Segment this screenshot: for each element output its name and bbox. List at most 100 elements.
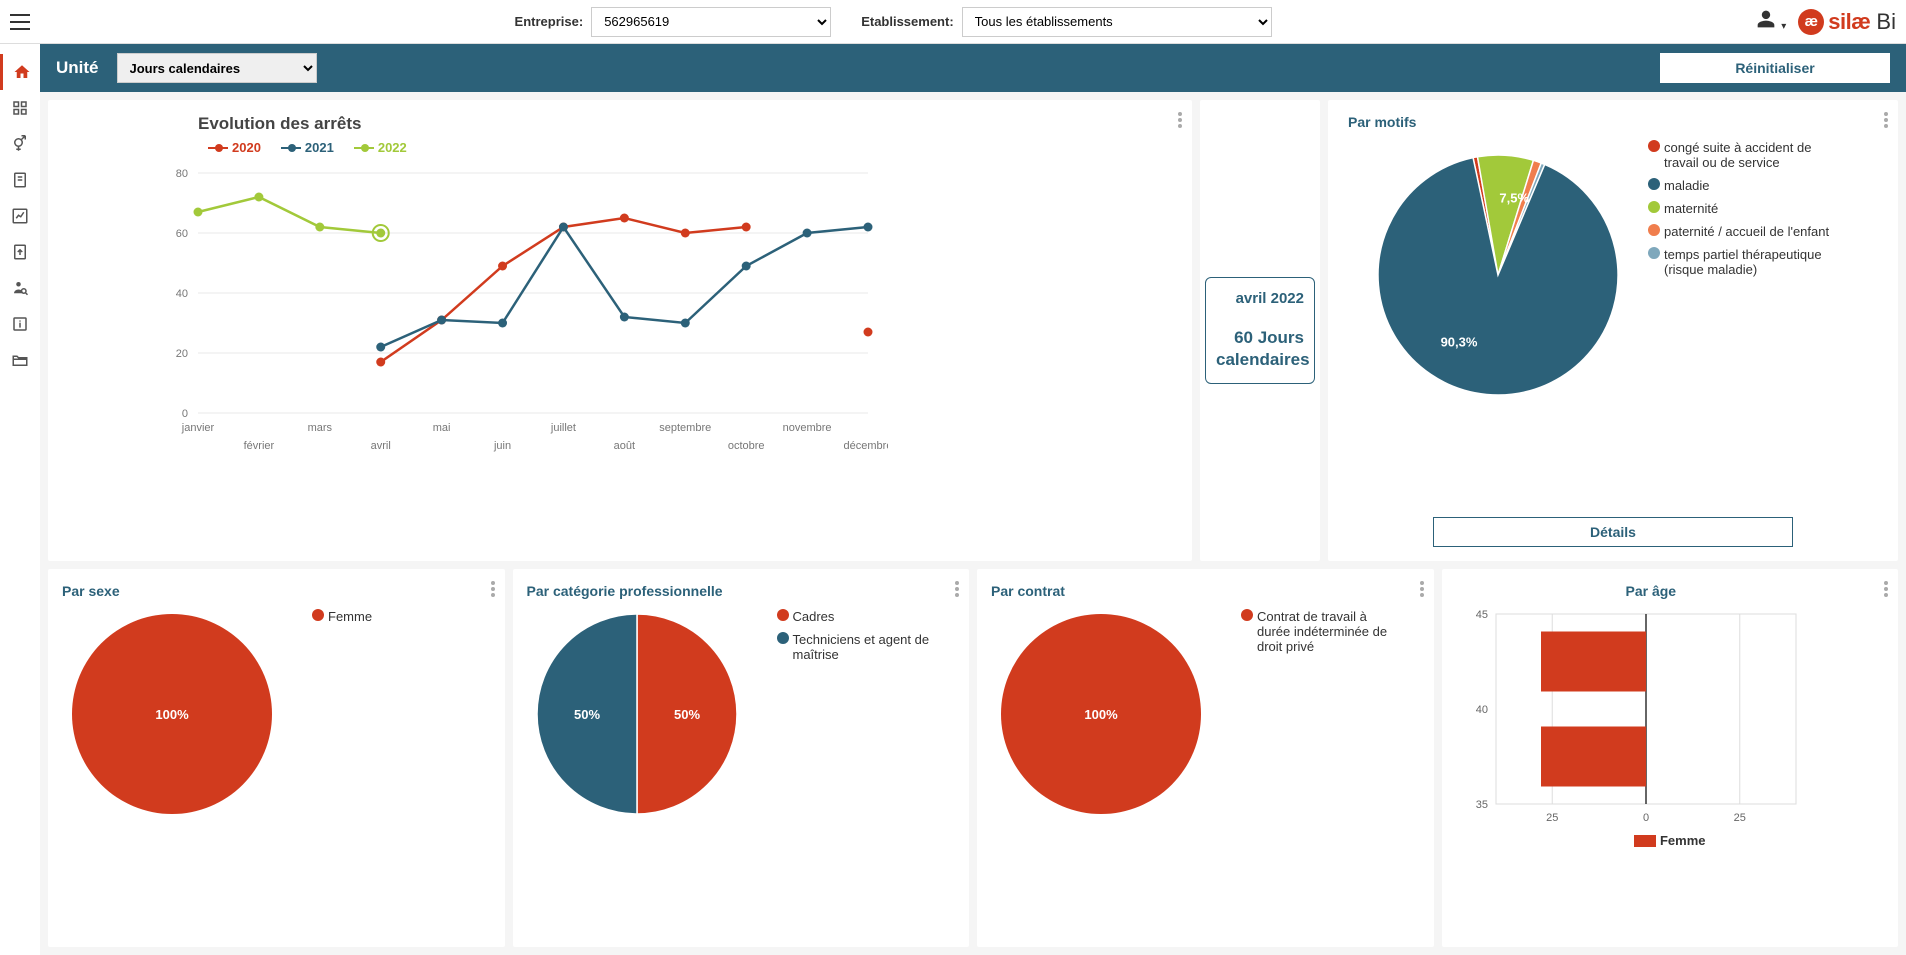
dashboard: Evolution des arrêts 2020 2021 2022 0 20 40 6… [40,92,1906,955]
kpi-month: avril 2022 [1216,290,1304,307]
sidebar-chart[interactable] [0,198,40,234]
hamburger-icon[interactable] [10,14,30,30]
card-menu-icon[interactable] [1178,110,1182,130]
entreprise-label: Entreprise: [515,14,584,29]
entreprise-group: Entreprise: 562965619 [515,7,832,37]
evolution-legend: 2020 2021 2022 [208,140,1172,155]
unit-select[interactable]: Jours calendaires [117,53,317,83]
svg-text:mars: mars [308,422,333,434]
card-evolution: Evolution des arrêts 2020 2021 2022 0 20 40 6… [48,100,1192,561]
kpi-value2: calendaires [1216,349,1304,371]
svg-text:25: 25 [1733,812,1745,824]
etablissement-label: Etablissement: [861,14,953,29]
details-button[interactable]: Détails [1433,517,1793,547]
entreprise-select[interactable]: 562965619 [591,7,831,37]
sidebar-gender[interactable] [0,126,40,162]
sidebar-upload[interactable] [0,234,40,270]
svg-text:avril: avril [371,440,391,452]
card-menu-icon[interactable] [1884,579,1888,599]
evolution-chart: 0 20 40 60 80 janvier février mars avril mai juin j… [68,163,888,463]
brand-bubble-icon: æ [1798,9,1824,35]
brand-name1: silæ [1828,9,1870,34]
kpi-box: avril 2022 60 Jours calendaires [1205,277,1315,384]
legend-item[interactable]: 2021 [281,140,334,155]
svg-text:25: 25 [1546,812,1558,824]
svg-text:35: 35 [1475,799,1487,811]
svg-text:7,5%: 7,5% [1499,191,1529,206]
legend-item[interactable]: paternité / accueil de l'enfant [1648,224,1844,239]
etablissement-group: Etablissement: Tous les établissements [861,7,1271,37]
svg-text:20: 20 [176,348,188,360]
card-motifs: Par motifs 7,5%90,3% congé suite à accid… [1328,100,1898,561]
legend-item[interactable]: temps partiel thérapeutique (risque mala… [1648,247,1844,277]
cat-legend: Cadres Techniciens et agent de maîtrise [777,609,933,819]
svg-text:40: 40 [176,288,188,300]
brand-logo: æ silæ Bi [1798,9,1896,35]
svg-text:juin: juin [493,440,511,452]
card-menu-icon[interactable] [491,579,495,599]
card-menu-icon[interactable] [955,579,959,599]
user-icon[interactable]: ▾ [1756,9,1786,34]
svg-text:mai: mai [433,422,451,434]
card-contrat: Par contrat 100% Contrat de travail à du… [977,569,1434,947]
topbar: Entreprise: 562965619 Etablissement: Tou… [0,0,1906,44]
sidebar-folder[interactable] [0,342,40,378]
legend-item[interactable]: Cadres [777,609,933,624]
card-menu-icon[interactable] [1420,579,1424,599]
legend-item[interactable]: Techniciens et agent de maîtrise [777,632,933,662]
card-menu-icon[interactable] [1884,110,1888,130]
sidebar-person-search[interactable] [0,270,40,306]
sexe-title: Par sexe [62,583,491,599]
legend-item[interactable]: Femme [1634,833,1706,848]
sidebar-grid[interactable] [0,90,40,126]
sidebar-home[interactable] [0,54,40,90]
svg-text:90,3%: 90,3% [1441,335,1478,350]
legend-item[interactable]: maladie [1648,178,1844,193]
motifs-legend: congé suite à accident de travail ou de … [1648,140,1844,400]
svg-text:50%: 50% [673,707,699,722]
legend-item[interactable]: maternité [1648,201,1844,216]
legend-item[interactable]: 2022 [354,140,407,155]
topbar-filters: Entreprise: 562965619 Etablissement: Tou… [40,7,1746,37]
svg-text:60: 60 [176,228,188,240]
unit-label: Unité [56,58,99,78]
svg-text:octobre: octobre [728,440,765,452]
svg-text:juillet: juillet [550,422,576,434]
age-chart: 35404525025 [1456,609,1816,829]
kpi-value1: 60 Jours [1216,327,1304,349]
sidebar [0,44,40,955]
legend-item[interactable]: congé suite à accident de travail ou de … [1648,140,1844,170]
legend-item[interactable]: 2020 [208,140,261,155]
brand-name2: Bi [1870,9,1896,34]
contrat-legend: Contrat de travail à durée indéterminée … [1241,609,1397,819]
reset-button[interactable]: Réinitialiser [1660,53,1890,83]
evolution-title: Evolution des arrêts [198,114,1172,134]
svg-text:100%: 100% [1084,707,1118,722]
svg-text:45: 45 [1475,609,1487,621]
card-sexe: Par sexe 100% Femme [48,569,505,947]
svg-text:80: 80 [176,168,188,180]
age-title: Par âge [1456,583,1885,599]
svg-text:0: 0 [182,408,188,420]
cat-pie: 50%50% [527,609,757,819]
cat-title: Par catégorie professionnelle [527,583,956,599]
svg-text:100%: 100% [155,707,189,722]
contrat-title: Par contrat [991,583,1420,599]
svg-text:novembre: novembre [783,422,832,434]
content: Unité Jours calendaires Réinitialiser Ev… [40,44,1906,955]
svg-text:décembre: décembre [844,440,888,452]
topbar-right: ▾ æ silæ Bi [1756,9,1896,35]
svg-text:septembre: septembre [659,422,711,434]
sexe-legend: Femme [312,609,372,819]
svg-text:40: 40 [1475,704,1487,716]
legend-item[interactable]: Femme [312,609,372,624]
etablissement-select[interactable]: Tous les établissements [962,7,1272,37]
sidebar-info[interactable] [0,306,40,342]
unit-bar: Unité Jours calendaires Réinitialiser [40,44,1906,92]
svg-text:février: février [244,440,275,452]
legend-item[interactable]: Contrat de travail à durée indéterminée … [1241,609,1397,654]
sidebar-doc[interactable] [0,162,40,198]
motifs-pie: 7,5% 90,3% [1348,140,1628,400]
svg-text:janvier: janvier [181,422,215,434]
contrat-pie: 100% [991,609,1221,819]
